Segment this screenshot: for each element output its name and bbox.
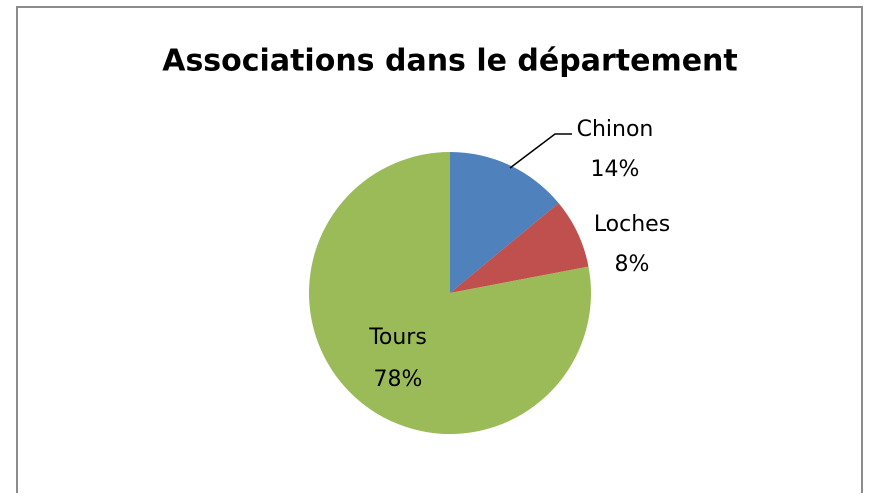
chart-title: Associations dans le département xyxy=(162,44,738,79)
slice-label: Chinon xyxy=(577,117,654,142)
slice-value-label: 78% xyxy=(374,367,423,392)
slice-label: Loches xyxy=(594,212,670,237)
pie-slice xyxy=(309,152,591,434)
pie-slice xyxy=(450,203,589,293)
slice-value-label: 8% xyxy=(615,252,650,277)
slice-label: Tours xyxy=(368,325,427,350)
slice-value-label: 14% xyxy=(591,157,640,182)
leader-line xyxy=(509,133,572,169)
pie-slice xyxy=(450,152,559,293)
